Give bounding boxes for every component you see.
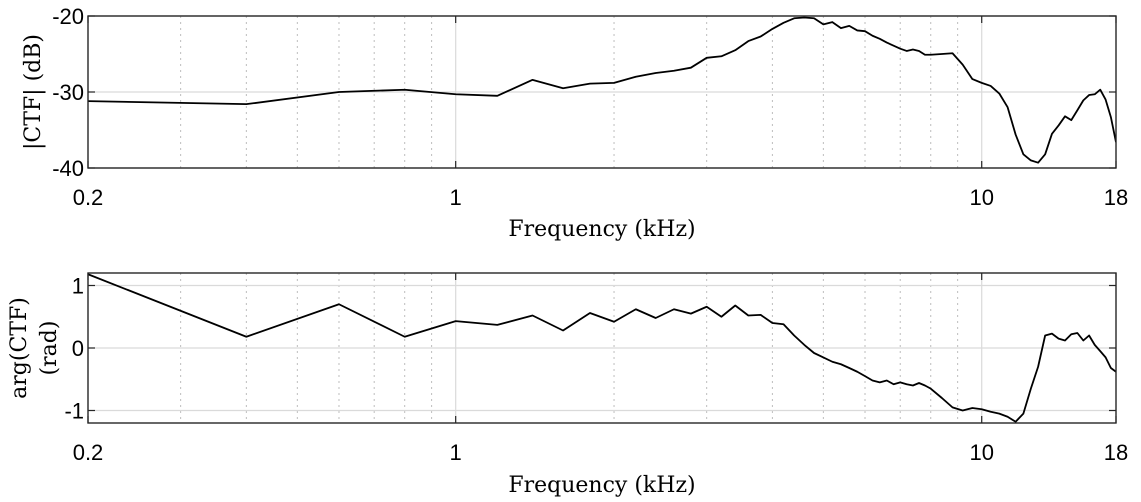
phase-y-tick-label: -1 (64, 399, 84, 424)
phase-x-tick-label: 10 (969, 440, 993, 465)
phase-x-axis-title: Frequency (kHz) (508, 473, 695, 498)
phase-x-tick-label: 0.2 (73, 440, 104, 465)
phase-y-tick-label: 1 (72, 274, 84, 299)
phase-series-line (88, 273, 1116, 423)
magnitude-y-tick-label: -20 (52, 4, 84, 29)
phase-y-axis-title: arg(CTF) (7, 297, 32, 399)
phase-x-tick-label: 18 (1104, 440, 1128, 465)
phase-x-tick-label: 1 (450, 440, 462, 465)
magnitude-x-tick-label: 18 (1104, 185, 1128, 210)
magnitude-x-tick-label: 10 (969, 185, 993, 210)
magnitude-x-tick-label: 0.2 (73, 185, 104, 210)
magnitude-y-axis-title: |CTF| (dB) (21, 34, 46, 150)
magnitude-x-axis-title: Frequency (kHz) (508, 217, 695, 242)
phase-y-tick-label: 0 (72, 336, 84, 361)
magnitude-panel: 0.2 1 10 18 -40 -30 -20 Frequency (kHz) |CTF| (d… (21, 4, 1128, 242)
phase-panel: 0.2 1 10 18 -1 0 1 Frequency (kHz) arg(CTF) (rad) (7, 272, 1128, 498)
magnitude-series-line (88, 16, 1116, 164)
magnitude-y-tick-label: -40 (52, 156, 84, 181)
magnitude-y-tick-label: -30 (52, 80, 84, 105)
magnitude-x-tick-label: 1 (450, 185, 462, 210)
phase-y-axis-title: (rad) (37, 321, 62, 376)
